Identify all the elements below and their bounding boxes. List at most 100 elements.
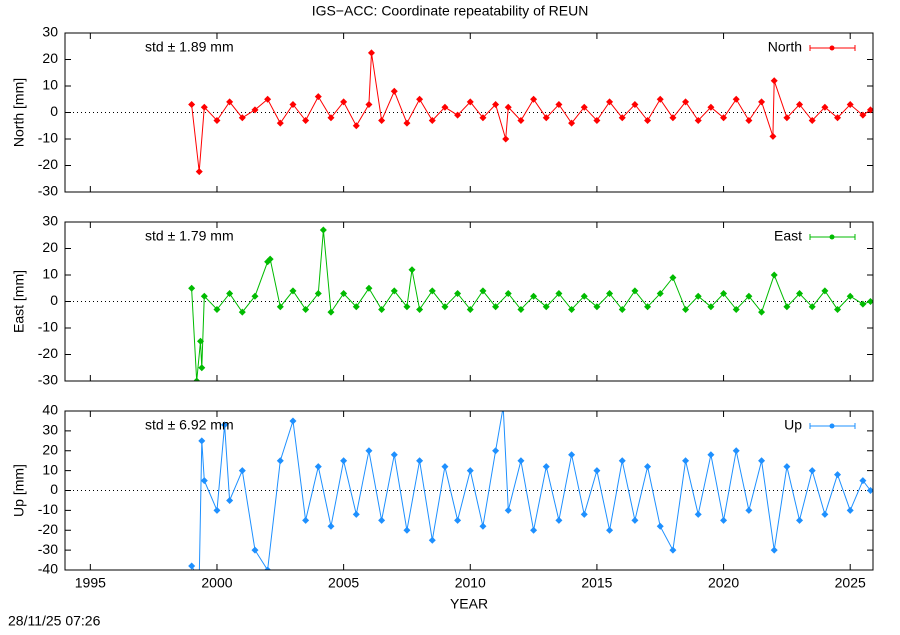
data-point (198, 437, 206, 445)
data-point (783, 463, 791, 471)
data-point (314, 290, 322, 298)
data-point (593, 467, 601, 475)
y-tick-label: -20 (38, 345, 58, 361)
data-point (213, 116, 221, 124)
data-point (770, 77, 778, 85)
data-point (238, 114, 246, 122)
data-point (694, 292, 702, 300)
data-point (428, 116, 436, 124)
series-line (191, 229, 871, 381)
data-point (416, 457, 424, 465)
data-point (530, 526, 538, 534)
legend-swatch (829, 45, 835, 51)
y-tick-label: 30 (42, 24, 58, 40)
y-tick-label: 30 (42, 422, 58, 438)
data-point (314, 93, 322, 101)
chart-title: IGS−ACC: Coordinate repeatability of REU… (312, 3, 589, 19)
data-point (221, 421, 229, 429)
data-point (745, 292, 753, 300)
data-point (859, 111, 867, 119)
data-point (669, 546, 677, 554)
data-point (834, 305, 842, 313)
data-point (796, 516, 804, 524)
data-point (720, 114, 728, 122)
data-point (195, 168, 203, 176)
plot-frame (64, 32, 874, 193)
data-point (378, 516, 386, 524)
data-point (492, 101, 500, 109)
data-point (631, 101, 639, 109)
plot-frame (64, 410, 874, 571)
data-point (327, 522, 335, 530)
data-point (319, 226, 327, 234)
data-point (441, 303, 449, 311)
data-point (454, 111, 462, 119)
data-point (251, 546, 259, 554)
data-point (276, 303, 284, 311)
data-point (846, 506, 854, 514)
data-point (479, 522, 487, 530)
y-tick-label: 20 (42, 441, 58, 457)
data-point (367, 49, 375, 57)
data-point (441, 103, 449, 111)
data-point (365, 447, 373, 455)
data-point (783, 114, 791, 122)
data-point (758, 308, 766, 316)
data-point (669, 274, 677, 282)
legend-label: East (774, 228, 802, 244)
data-point (821, 287, 829, 295)
data-point (264, 566, 272, 570)
data-point (866, 298, 873, 305)
x-tick-label: 2020 (708, 575, 739, 591)
data-point (834, 114, 842, 122)
data-point (188, 562, 196, 570)
y-tick-label: 20 (42, 50, 58, 66)
data-point (568, 451, 576, 459)
data-point (352, 122, 360, 130)
data-point (580, 292, 588, 300)
y-tick-label: -10 (38, 501, 58, 517)
data-point (408, 266, 416, 274)
data-point (441, 463, 449, 471)
data-point (745, 506, 753, 514)
y-tick-label: -30 (38, 372, 58, 388)
data-point (188, 101, 196, 109)
data-point (682, 305, 690, 313)
data-point (188, 284, 196, 292)
y-axis-label: East [mm] (11, 270, 27, 333)
data-point (403, 526, 411, 534)
data-point (302, 116, 310, 124)
data-point (365, 101, 373, 109)
data-point (707, 303, 715, 311)
legend-swatch (829, 234, 835, 240)
data-point (606, 98, 614, 106)
data-point (745, 116, 753, 124)
data-point (226, 290, 234, 298)
data-point (644, 116, 652, 124)
data-point (618, 457, 626, 465)
x-tick-label: 2010 (455, 575, 486, 591)
data-point (580, 103, 588, 111)
y-tick-label: -40 (38, 561, 58, 577)
data-point (618, 114, 626, 122)
legend-label: North (768, 39, 802, 55)
data-point (502, 135, 510, 143)
data-point (694, 116, 702, 124)
data-point (694, 510, 702, 518)
data-point (193, 377, 201, 381)
x-tick-label: 2025 (835, 575, 866, 591)
data-point (517, 305, 525, 313)
data-point (466, 467, 474, 475)
data-point (606, 526, 614, 534)
data-point (618, 305, 626, 313)
y-tick-label: -10 (38, 319, 58, 335)
data-point (707, 103, 715, 111)
data-point (213, 305, 221, 313)
data-point (720, 516, 728, 524)
data-point (504, 290, 512, 298)
data-point (808, 303, 816, 311)
data-point (365, 284, 373, 292)
data-point (866, 487, 873, 494)
